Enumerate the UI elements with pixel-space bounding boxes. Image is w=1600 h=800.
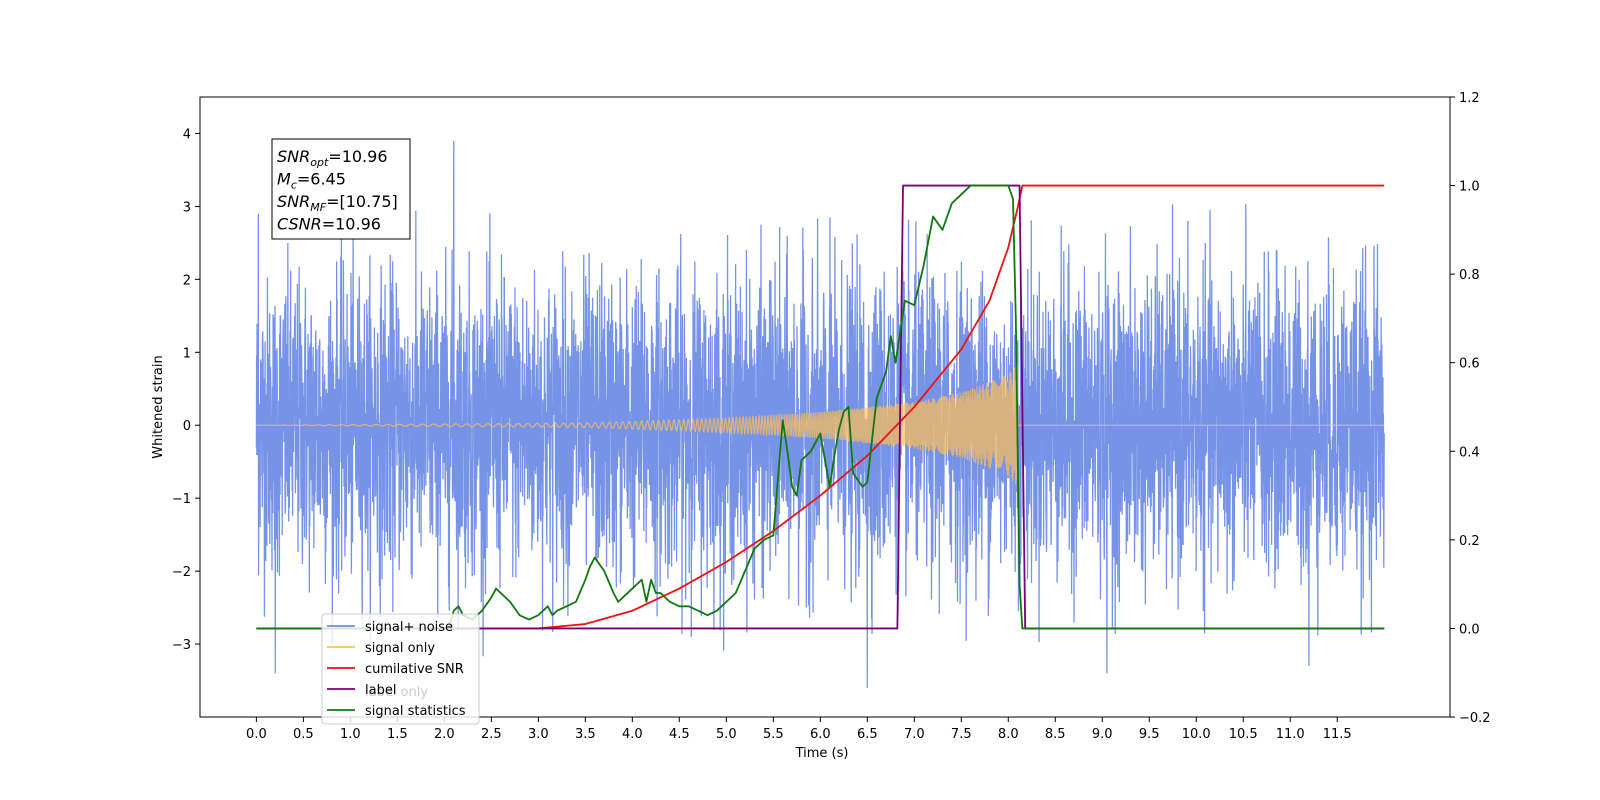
x-tick-label: 4.5 (669, 727, 690, 742)
y-right-tick-label: 1.2 (1459, 91, 1480, 106)
legend-label: signal+ noise (365, 620, 453, 635)
y-tick-label: 0 (183, 419, 191, 434)
y-tick-label: −1 (172, 492, 191, 507)
x-tick-label: 6.0 (810, 727, 831, 742)
y-axis-right: −0.2 0.0 0.2 0.4 0.6 0.8 1.0 1.2 (1450, 91, 1491, 726)
x-tick-label: 3.0 (528, 727, 549, 742)
annotation-box: SNRopt=10.96Mc=6.45SNRMF=[10.75]CSNR=10.… (271, 138, 411, 240)
y-tick-label: −2 (172, 565, 191, 580)
x-tick-label: 7.5 (951, 727, 972, 742)
annotation-line: SNRMF=[10.75] (277, 192, 398, 214)
y-right-tick-label: −0.2 (1459, 711, 1491, 726)
y-tick-label: 4 (183, 127, 191, 142)
series-layer (255, 140, 1385, 688)
series-signal-statistics-line (256, 184, 1385, 630)
x-tick-label: 6.5 (857, 727, 878, 742)
annotation-line: CSNR=10.96 (277, 215, 381, 234)
y-tick-label: 3 (183, 200, 191, 215)
annotation-line: Mc=6.45 (277, 170, 346, 192)
x-tick-label: 5.5 (763, 727, 784, 742)
x-tick-label: 0.0 (246, 727, 267, 742)
legend-label: signal statistics (365, 704, 466, 719)
y-axis-label: Whitened strain (151, 355, 166, 458)
y-axis-left: −3 −2 −1 0 1 2 3 4 (172, 127, 200, 653)
x-tick-label: 10.0 (1182, 727, 1211, 742)
y-right-tick-label: 0.6 (1459, 357, 1480, 372)
x-tick-label: 8.0 (998, 727, 1019, 742)
y-tick-label: −3 (172, 638, 191, 653)
x-tick-label: 7.0 (904, 727, 925, 742)
y-right-tick-label: 0.0 (1459, 622, 1480, 637)
x-tick-label: 11.0 (1276, 727, 1305, 742)
legend-hidden-text: label only (365, 685, 428, 700)
y-right-tick-label: 0.8 (1459, 268, 1480, 283)
legend: label only signal+ noise signal only cumila… (321, 613, 480, 725)
x-tick-label: 5.0 (716, 727, 737, 742)
x-tick-label: 4.0 (622, 727, 643, 742)
y-right-tick-label: 0.2 (1459, 534, 1480, 549)
y-tick-label: 2 (183, 273, 191, 288)
x-tick-label: 8.5 (1045, 727, 1066, 742)
y-right-tick-label: 1.0 (1459, 180, 1480, 195)
y-right-tick-label: 0.4 (1459, 445, 1480, 460)
x-tick-label: 1.0 (340, 727, 361, 742)
legend-label: label (365, 683, 396, 698)
x-axis: 0.0 0.5 1.0 1.5 2.0 2.5 3.0 3.5 4.0 4.5 5.0 5.5 6.0 6… (246, 717, 1352, 742)
x-tick-label: 1.5 (387, 727, 408, 742)
x-tick-label: 9.0 (1092, 727, 1113, 742)
legend-label: signal only (365, 641, 435, 656)
x-tick-label: 3.5 (575, 727, 596, 742)
annotation-line: SNRopt=10.96 (277, 147, 388, 169)
x-tick-label: 9.5 (1139, 727, 1160, 742)
x-tick-label: 2.0 (434, 727, 455, 742)
series-signal-only-line (256, 364, 1385, 485)
x-axis-label: Time (s) (795, 746, 849, 761)
x-tick-label: 2.5 (481, 727, 502, 742)
y-tick-label: 1 (183, 346, 191, 361)
legend-label: cumilative SNR (365, 662, 464, 677)
plot-frame (199, 96, 1451, 718)
x-tick-label: 0.5 (293, 727, 314, 742)
annotation-frame (271, 138, 411, 240)
legend-frame (321, 613, 480, 725)
x-tick-label: 10.5 (1229, 727, 1258, 742)
x-tick-label: 11.5 (1323, 727, 1352, 742)
